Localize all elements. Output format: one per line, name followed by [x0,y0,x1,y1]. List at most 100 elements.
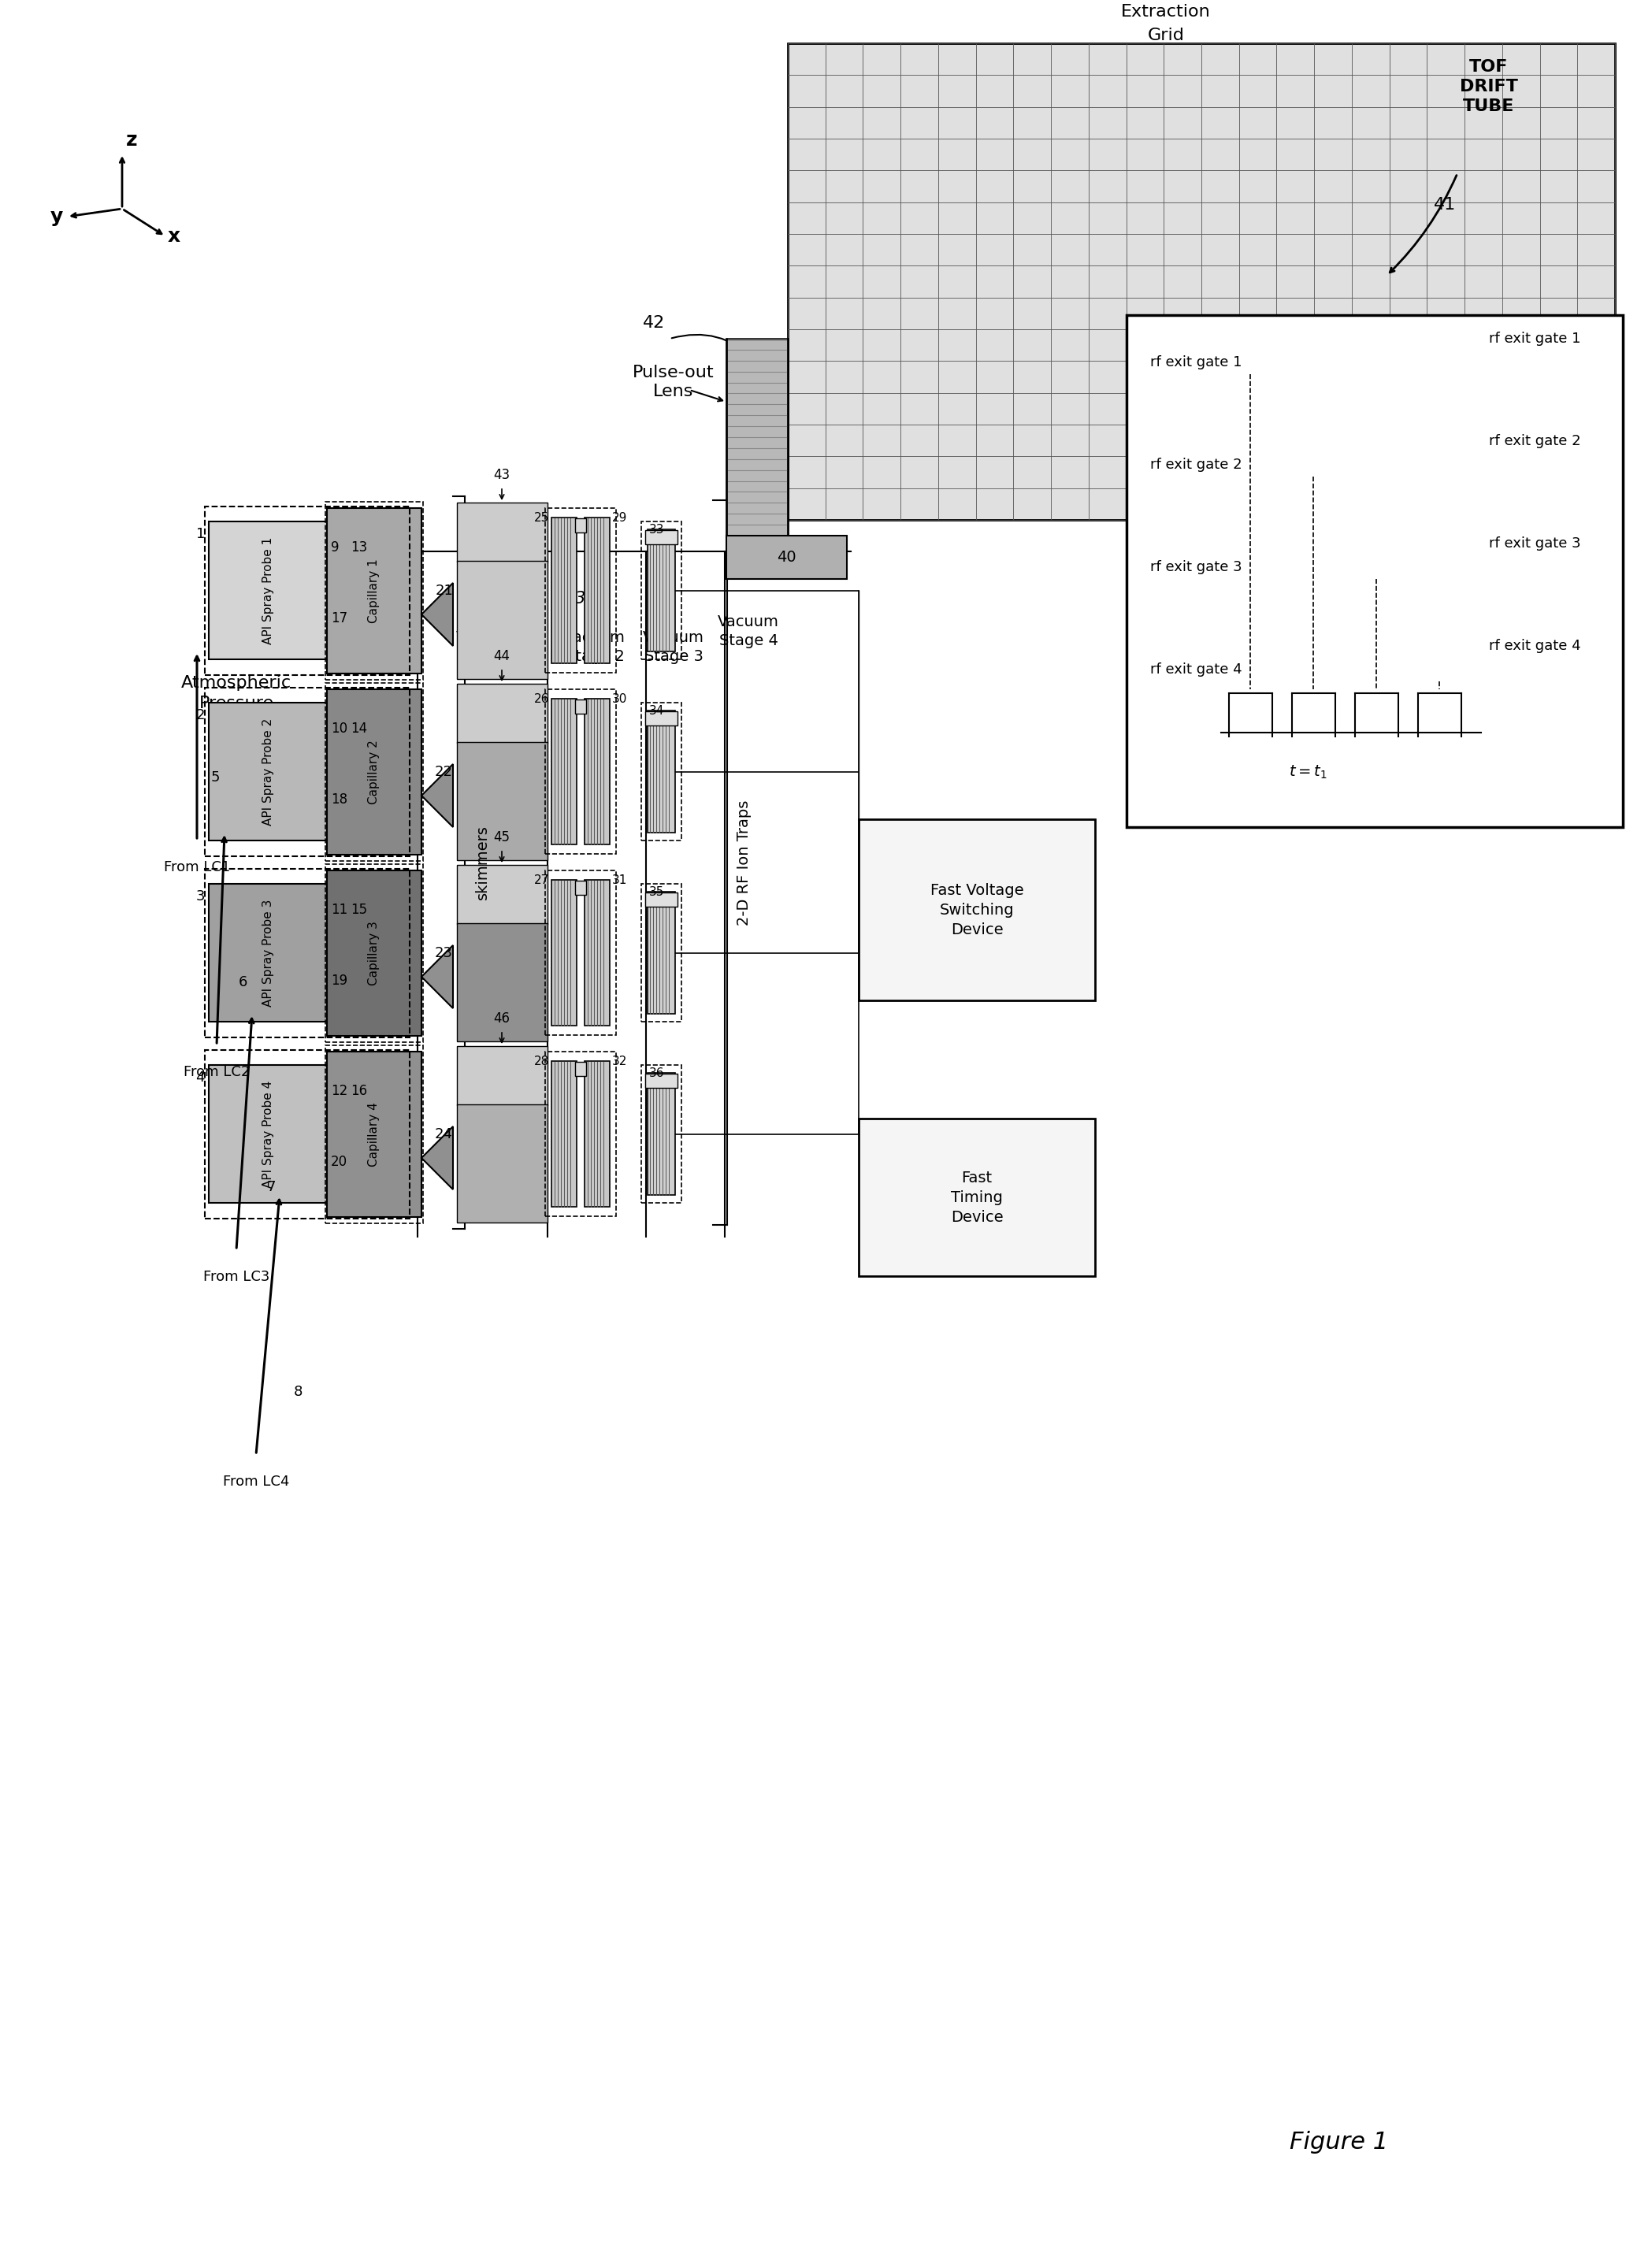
Text: Vacuum
Stage 2: Vacuum Stage 2 [563,631,626,665]
Text: 26: 26 [534,694,548,705]
Text: 38: 38 [575,590,596,606]
Bar [552,880,577,1026]
Text: API Spray Probe 2: API Spray Probe 2 [263,718,274,826]
Text: From LC4: From LC4 [223,1475,289,1488]
Text: rf exit gate 4: rf exit gate 4 [1150,662,1242,676]
Bar [205,1051,410,1219]
Bar [727,537,847,579]
Text: skimmers: skimmers [476,826,491,900]
Bar [458,1105,547,1224]
Text: 44: 44 [494,649,510,662]
Bar [646,712,677,725]
Bar [325,682,423,862]
Bar [325,1046,423,1224]
Text: 46: 46 [494,1012,510,1026]
Text: 37: 37 [482,590,502,606]
Bar [648,530,676,651]
Text: y: y [50,207,63,227]
Bar [575,519,586,532]
Text: From LC3: From LC3 [203,1271,269,1284]
Bar [575,880,586,896]
Bar [552,1062,577,1208]
Bar [327,689,421,855]
Bar [552,519,577,662]
Text: rf exit gate 1: rf exit gate 1 [1150,355,1242,370]
Bar [648,709,676,833]
Text: Capillary 4: Capillary 4 [368,1102,380,1167]
Text: 20: 20 [330,1154,347,1170]
Polygon shape [421,945,453,1008]
Text: Atmospheric
Pressure: Atmospheric Pressure [182,676,291,712]
Bar [648,1073,676,1194]
Bar [727,339,788,537]
Text: 16: 16 [350,1084,367,1098]
Bar [458,864,547,925]
Text: 10: 10 [330,721,347,736]
Bar [648,891,676,1015]
Bar [585,880,610,1026]
Text: 28: 28 [534,1055,548,1066]
Text: 25: 25 [534,512,548,523]
Text: 13: 13 [350,541,367,555]
Polygon shape [421,584,453,647]
Bar [1127,314,1622,826]
Bar [327,507,421,674]
Text: 1: 1 [197,528,205,541]
Bar [458,561,547,678]
Text: 31: 31 [613,873,628,887]
Bar [545,507,616,674]
Text: Capillary 2: Capillary 2 [368,741,380,804]
Text: 19: 19 [330,974,347,988]
Text: From LC2: From LC2 [183,1064,249,1080]
Text: 21: 21 [434,584,453,597]
Text: Figure 1: Figure 1 [1290,2131,1389,2153]
Bar [458,743,547,860]
Bar [205,507,410,676]
Text: 36: 36 [649,1066,664,1080]
Text: 14: 14 [350,721,367,736]
Text: 8: 8 [294,1385,302,1399]
Text: From LC1: From LC1 [164,860,230,873]
Bar [585,1062,610,1208]
Text: z: z [126,130,137,150]
Polygon shape [421,763,453,826]
Bar [859,819,1095,1001]
Text: rf exit gate 3: rf exit gate 3 [1488,537,1581,550]
Text: 24: 24 [434,1127,453,1140]
Bar [327,1051,421,1217]
Text: 6: 6 [238,974,248,990]
Bar [575,700,586,714]
Text: 35: 35 [649,887,664,898]
Text: x: x [169,227,180,245]
Bar [575,1062,586,1075]
Text: 33: 33 [649,523,664,537]
Bar [641,521,681,660]
Text: TOF
DRIFT
TUBE: TOF DRIFT TUBE [1460,58,1518,114]
Bar [325,503,423,680]
Text: 15: 15 [350,902,367,916]
Bar [545,1051,616,1217]
Text: rf exit gate 3: rf exit gate 3 [1150,559,1242,575]
Text: Vacuum
Stage 3: Vacuum Stage 3 [643,631,704,665]
Text: 40: 40 [776,550,796,563]
Bar [641,703,681,840]
Text: 4: 4 [197,1071,205,1084]
Text: API Spray Probe 3: API Spray Probe 3 [263,900,274,1006]
Text: Extraction: Extraction [1122,4,1211,20]
Text: Fast Voltage
Switching
Device: Fast Voltage Switching Device [930,882,1024,936]
Text: rf exit gate 4: rf exit gate 4 [1488,640,1581,653]
Text: 2: 2 [197,707,205,723]
Bar [585,698,610,844]
Text: 11: 11 [330,902,347,916]
Bar [208,703,327,840]
Text: 3: 3 [197,889,205,902]
Text: API Spray Probe 4: API Spray Probe 4 [263,1080,274,1188]
Bar [641,885,681,1021]
Bar [205,687,410,855]
Bar [327,871,421,1035]
Bar [458,503,547,561]
Text: 41: 41 [1434,198,1455,213]
Bar [325,864,423,1042]
Bar [458,923,547,1042]
Text: 43: 43 [494,467,510,483]
